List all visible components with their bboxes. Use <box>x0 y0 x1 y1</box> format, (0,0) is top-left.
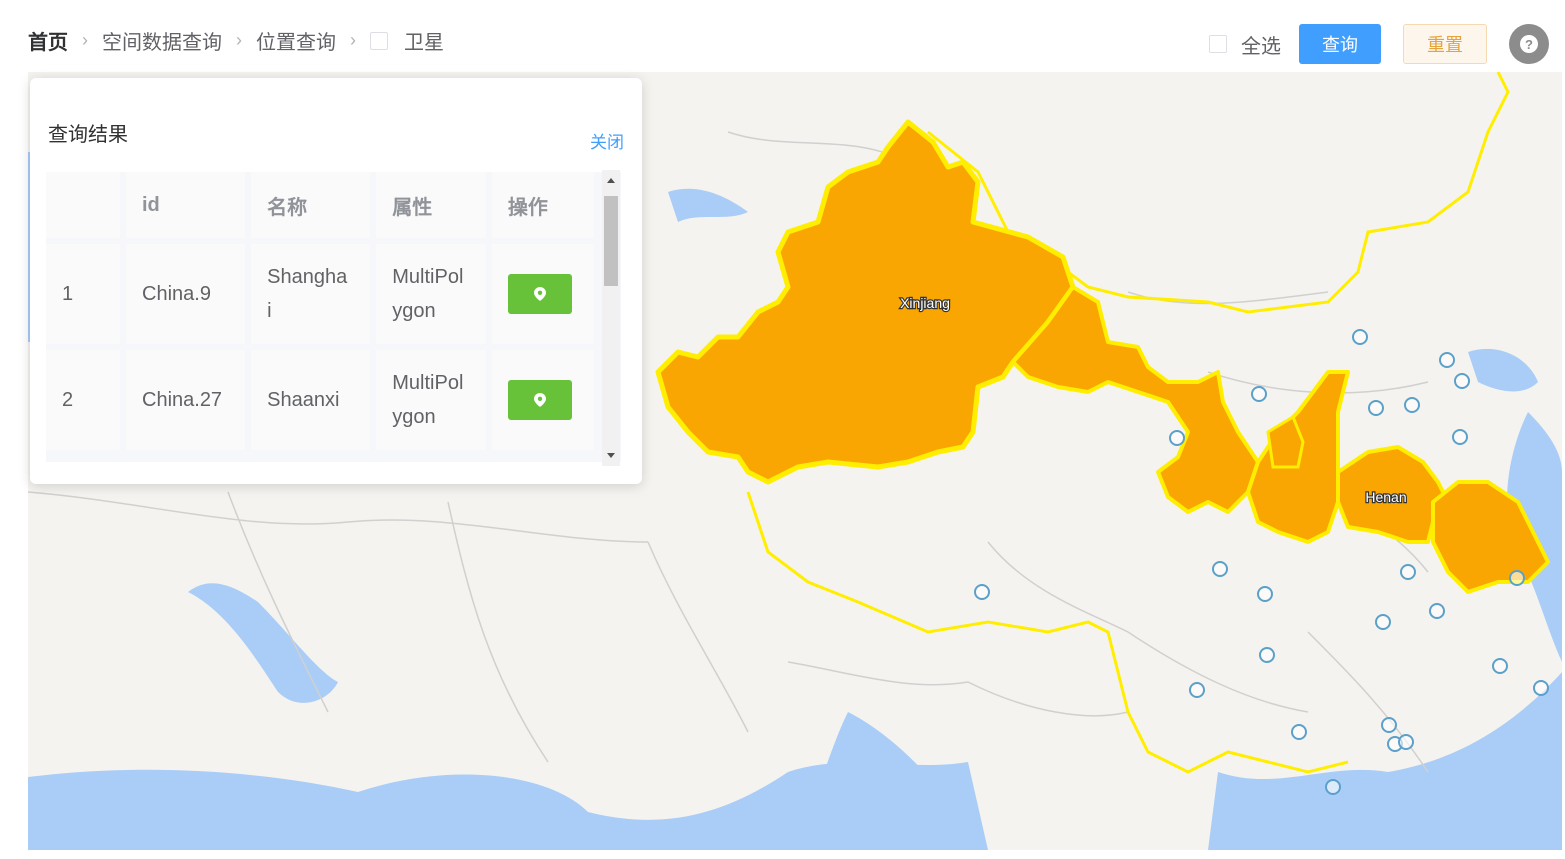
persian-gulf <box>188 583 338 703</box>
location-pin-icon <box>533 287 546 301</box>
row-name-part: i <box>267 300 272 322</box>
breadcrumb-location-query[interactable]: 位置查询 <box>256 32 336 54</box>
chevron-right-icon: › <box>82 30 88 50</box>
table-row: 2 China.27 Shaanxi MultiPol ygon <box>46 350 594 450</box>
close-link[interactable]: 关闭 <box>590 133 624 152</box>
table-scrollbar[interactable] <box>602 170 620 466</box>
row-attribute-part: ygon <box>392 300 436 322</box>
query-button[interactable]: 查询 <box>1299 24 1381 64</box>
locate-button[interactable] <box>507 274 572 314</box>
scroll-up-arrow-icon[interactable] <box>607 178 615 183</box>
select-all-checkbox[interactable] <box>1209 35 1227 53</box>
city-markers <box>974 329 1549 795</box>
satellite-checkbox[interactable] <box>370 31 388 50</box>
satellite-label[interactable]: 卫星 <box>404 32 444 54</box>
toolbar: 全选 查询 重置 ? <box>1209 24 1549 64</box>
breadcrumb-home[interactable]: 首页 <box>28 32 68 54</box>
bohai-sea <box>1468 348 1538 392</box>
locate-button[interactable] <box>507 380 572 420</box>
map-canvas[interactable]: Xinjiang Henan <box>28 72 1562 850</box>
column-action: 操作 <box>491 172 594 238</box>
column-attribute: 属性 <box>376 172 486 238</box>
chevron-right-icon: › <box>350 30 356 50</box>
result-table: id 名称 属性 操作 1 China.9 Shangha i MultiPol <box>46 172 600 456</box>
reset-button[interactable]: 重置 <box>1403 24 1487 64</box>
table-header-row: id 名称 属性 操作 <box>46 172 594 238</box>
indian-ocean <box>28 762 988 850</box>
scroll-thumb[interactable] <box>604 196 618 286</box>
region-anhui <box>1431 480 1550 594</box>
region-xinjiang <box>655 119 1076 485</box>
breadcrumb-spatial-query[interactable]: 空间数据查询 <box>102 32 222 54</box>
help-button[interactable]: ? <box>1509 24 1549 64</box>
chevron-right-icon: › <box>236 30 242 50</box>
south-china-sea <box>1208 672 1562 850</box>
column-index <box>46 172 120 238</box>
location-pin-icon <box>533 393 546 407</box>
region-gansu <box>1011 285 1260 514</box>
region-ningxia <box>1266 414 1305 469</box>
row-index: 1 <box>46 244 120 344</box>
row-name-part: Shangha <box>267 266 348 288</box>
row-action <box>491 350 594 450</box>
label-henan: Henan <box>1365 489 1406 505</box>
row-attribute-part: MultiPol <box>392 266 464 288</box>
breadcrumb: 首页 › 空间数据查询 › 位置查询 › 卫星 <box>28 26 444 55</box>
result-panel-title: 查询结果 <box>48 124 128 146</box>
row-action <box>491 244 594 344</box>
bay-of-bengal <box>788 712 968 850</box>
row-id: China.27 <box>126 350 246 450</box>
table-row: 1 China.9 Shangha i MultiPol ygon <box>46 244 594 344</box>
select-all-label[interactable]: 全选 <box>1241 35 1281 58</box>
question-icon: ? <box>1520 35 1538 53</box>
row-id: China.9 <box>126 244 246 344</box>
result-panel: 查询结果 关闭 id 名称 属性 操作 1 China.9 Shangha <box>30 78 642 484</box>
row-attribute-part: MultiPol <box>392 372 464 394</box>
row-index: 2 <box>46 350 120 450</box>
row-attribute: MultiPol ygon <box>376 244 486 344</box>
row-attribute-part: ygon <box>392 406 436 428</box>
result-table-wrap[interactable]: id 名称 属性 操作 1 China.9 Shangha i MultiPol <box>46 172 621 462</box>
row-name: Shaanxi <box>251 350 371 450</box>
label-xinjiang: Xinjiang <box>900 295 950 311</box>
row-name: Shangha i <box>251 244 371 344</box>
column-id: id <box>126 172 246 238</box>
lake-balkhash <box>668 188 748 222</box>
scroll-down-arrow-icon[interactable] <box>607 453 615 458</box>
row-attribute: MultiPol ygon <box>376 350 486 450</box>
top-bar: 首页 › 空间数据查询 › 位置查询 › 卫星 全选 查询 重置 ? <box>0 0 1565 80</box>
column-name: 名称 <box>251 172 371 238</box>
